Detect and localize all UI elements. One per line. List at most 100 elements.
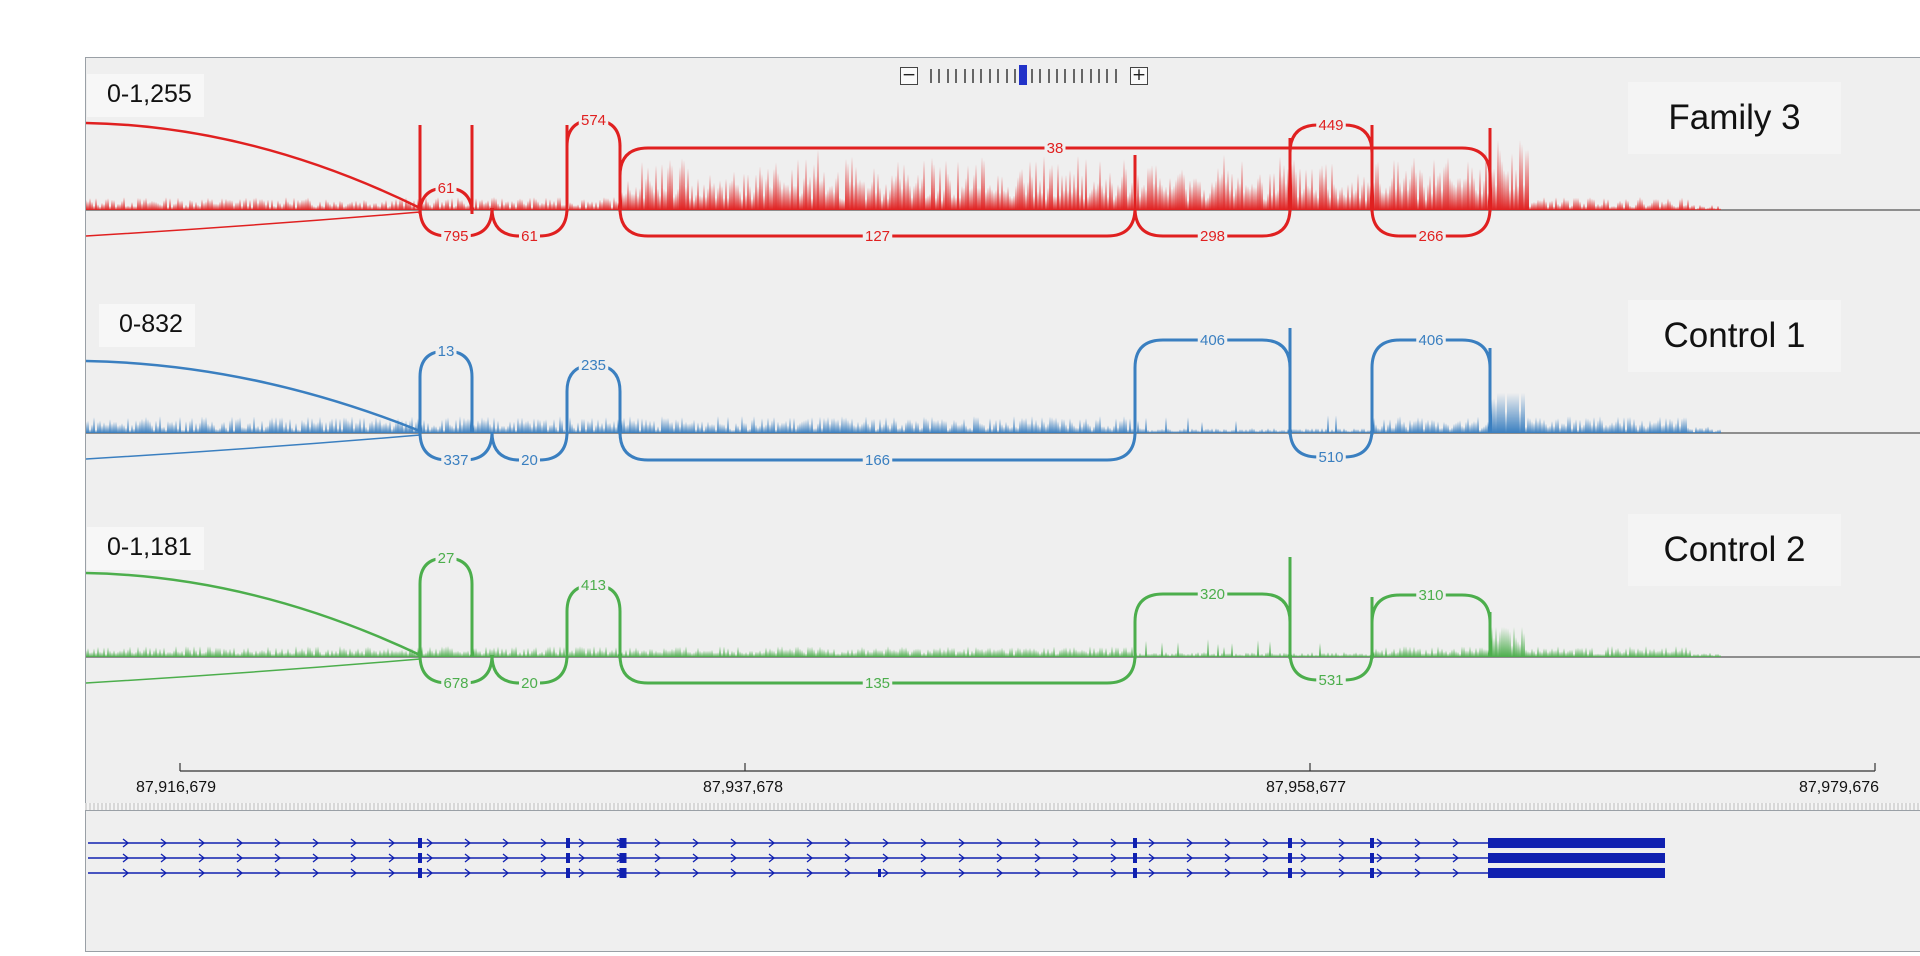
junction-arc [1370, 338, 1492, 431]
strand-arrow-icon [198, 853, 206, 863]
zoom-slider[interactable] [930, 65, 1125, 85]
zoom-level-tick[interactable] [930, 69, 932, 83]
junction-label-bg [519, 227, 540, 244]
data-range-label-control-1: 0-832 [99, 304, 195, 347]
junction-count-label: 531 [1318, 672, 1343, 689]
strand-arrow-icon [350, 838, 358, 848]
junction-arc [1370, 593, 1492, 655]
strand-arrow-icon [654, 838, 662, 848]
strand-arrow-icon [1376, 838, 1384, 848]
zoom-level-tick[interactable] [1030, 69, 1033, 83]
zoom-out-button[interactable]: − [900, 65, 918, 85]
zoom-slider-knob[interactable] [1019, 65, 1028, 85]
junction-arc [1288, 123, 1374, 208]
junction-label-bg [519, 674, 540, 691]
junction-label-bg [862, 227, 893, 244]
junction-label-bg [1316, 448, 1346, 465]
ruler-tick-label-3: 87,958,677 [1266, 779, 1347, 796]
strand-arrow-icon [540, 838, 548, 848]
panel-divider[interactable] [85, 803, 1920, 810]
zoom-level-tick[interactable] [1014, 69, 1016, 83]
zoom-level-tick[interactable] [972, 69, 974, 83]
zoom-level-tick[interactable] [1056, 69, 1058, 83]
strand-arrow-icon [996, 853, 1004, 863]
zoom-level-tick[interactable] [1089, 69, 1092, 83]
junction-arc-incoming [85, 359, 421, 433]
strand-arrow-icon [1110, 853, 1118, 863]
strand-arrow-icon [730, 853, 738, 863]
strand-arrow-icon [236, 868, 244, 878]
strand-arrow-icon [1072, 853, 1080, 863]
strand-arrow-icon [1452, 868, 1460, 878]
zoom-level-tick[interactable] [963, 69, 966, 83]
junction-label-bg [435, 549, 457, 566]
junction-label-bg [1197, 585, 1228, 602]
zoom-level-tick[interactable] [1064, 69, 1067, 83]
strand-arrow-icon [122, 838, 130, 848]
data-range-label-family-3: 0-1,255 [87, 74, 204, 117]
junction-label-bg [519, 451, 540, 468]
strand-arrow-icon [1148, 853, 1156, 863]
junction-count-label: 413 [581, 577, 606, 594]
zoom-level-tick[interactable] [1114, 69, 1117, 83]
track-name-control-1: Control 1 [1628, 300, 1841, 372]
gene-exon [566, 868, 570, 878]
strand-arrow-icon [1034, 853, 1042, 863]
strand-arrow-icon [122, 868, 130, 878]
zoom-level-tick[interactable] [955, 69, 958, 83]
zoom-level-tick[interactable] [946, 69, 949, 83]
coverage-histogram-control-1 [86, 393, 1721, 433]
gene-exon [1133, 853, 1137, 863]
strand-arrow-icon [160, 838, 168, 848]
junction-count-label: 61 [521, 228, 538, 245]
track-name-family-3: Family 3 [1628, 82, 1841, 154]
zoom-level-tick[interactable] [1039, 69, 1042, 83]
strand-arrow-icon [996, 838, 1004, 848]
zoom-in-button[interactable]: + [1130, 65, 1148, 85]
exon-coverage-spike [1133, 155, 1137, 210]
strand-arrow-icon [768, 868, 776, 878]
junction-count-label: 510 [1318, 449, 1343, 466]
strand-arrow-icon [274, 853, 282, 863]
zoom-level-tick[interactable] [1005, 69, 1008, 83]
gene-exon [418, 838, 422, 848]
zoom-level-tick[interactable] [1098, 69, 1100, 83]
junction-count-label: 27 [438, 550, 455, 567]
junction-arc-incoming [85, 121, 421, 210]
strand-arrow-icon [882, 853, 890, 863]
strand-arrow-icon [350, 868, 358, 878]
strand-arrow-icon [426, 853, 434, 863]
gene-exon [619, 853, 627, 863]
zoom-level-tick[interactable] [997, 69, 1000, 83]
junction-count-label: 310 [1418, 587, 1443, 604]
junction-count-label: 127 [865, 228, 890, 245]
strand-arrow-icon [1300, 853, 1308, 863]
zoom-level-tick[interactable] [1072, 69, 1075, 83]
junction-label-bg [441, 674, 471, 691]
junction-label-bg [578, 111, 609, 128]
junction-arc [418, 556, 474, 655]
strand-arrow-icon [312, 853, 320, 863]
strand-arrow-icon [236, 853, 244, 863]
strand-arrow-icon [1148, 838, 1156, 848]
zoom-level-tick[interactable] [1047, 69, 1050, 83]
coverage-histogram-family-3 [86, 140, 1721, 210]
strand-arrow-icon [768, 853, 776, 863]
junction-label-bg [1316, 116, 1346, 133]
strand-arrow-icon [578, 838, 586, 848]
zoom-level-tick[interactable] [1106, 69, 1109, 83]
zoom-level-tick[interactable] [988, 69, 991, 83]
zoom-level-tick[interactable] [938, 69, 941, 83]
junction-count-label: 449 [1318, 117, 1343, 134]
junction-label-bg [578, 576, 609, 593]
junction-arc-incoming [85, 571, 421, 657]
strand-arrow-icon [274, 868, 282, 878]
zoom-level-tick[interactable] [1081, 69, 1084, 83]
gene-exon [619, 868, 627, 878]
strand-arrow-icon [692, 868, 700, 878]
zoom-level-tick[interactable] [980, 69, 983, 83]
strand-arrow-icon [730, 868, 738, 878]
strand-arrow-icon [388, 853, 396, 863]
strand-arrow-icon [160, 853, 168, 863]
strand-arrow-icon [730, 838, 738, 848]
